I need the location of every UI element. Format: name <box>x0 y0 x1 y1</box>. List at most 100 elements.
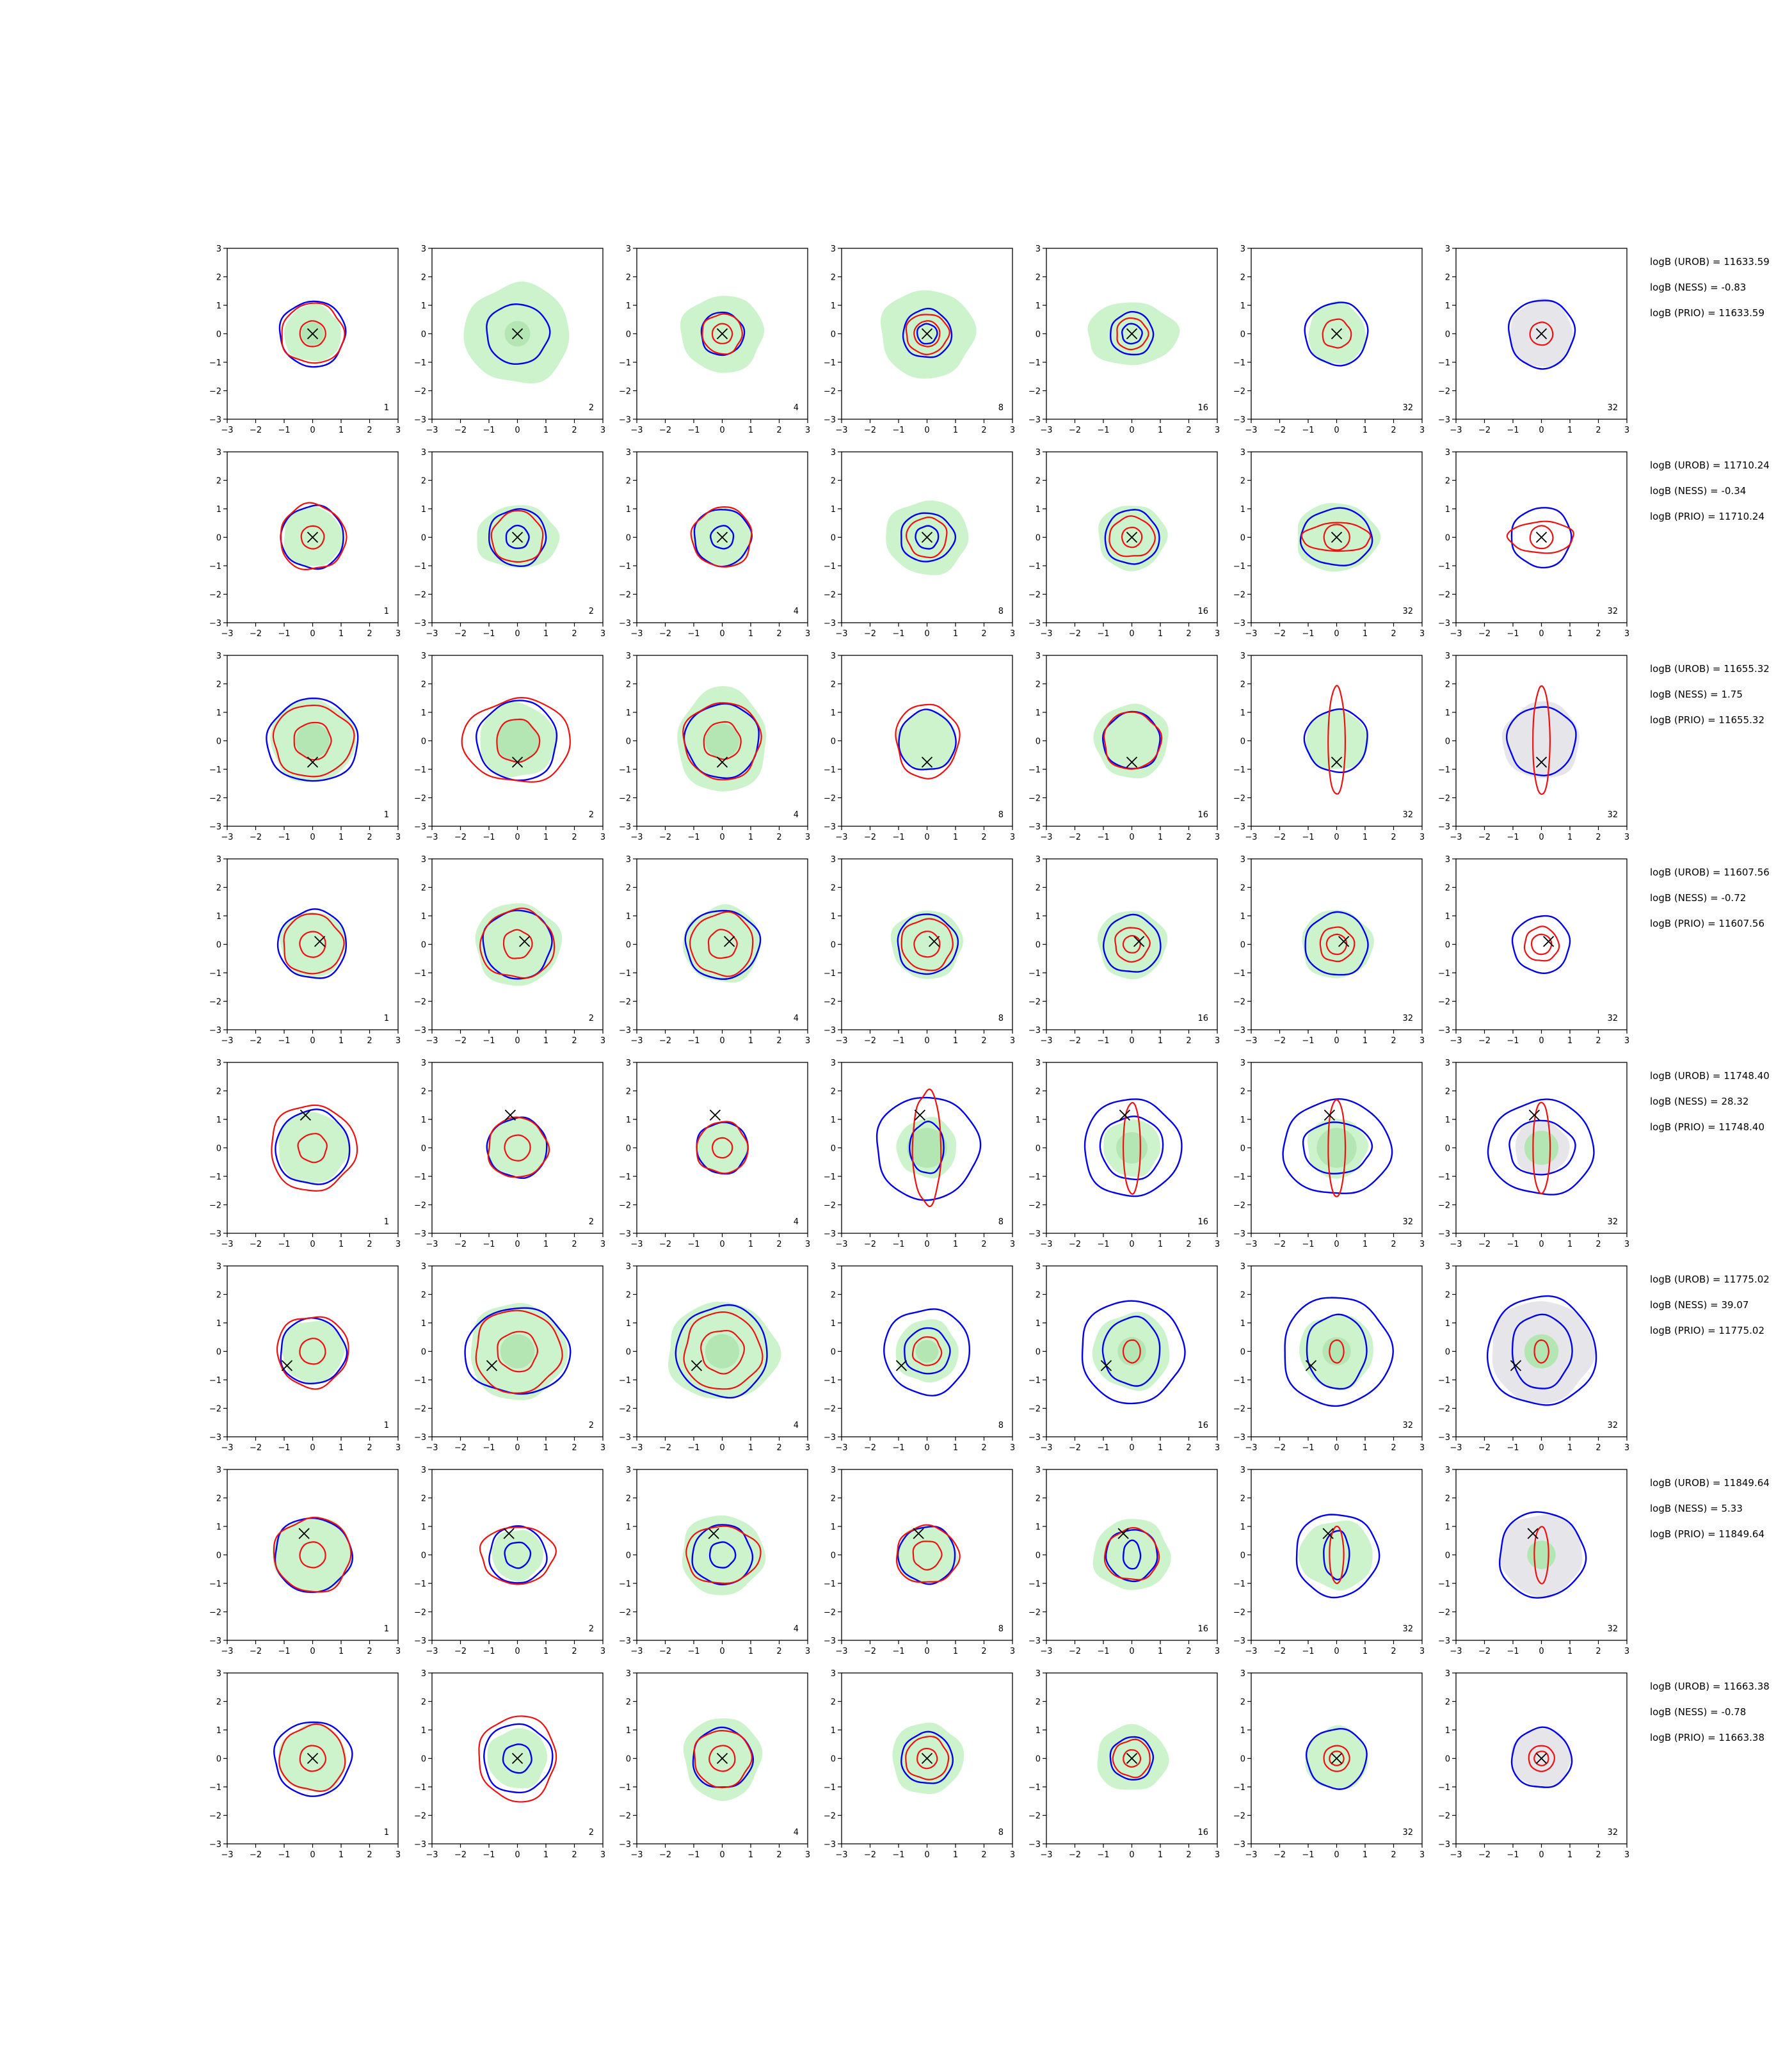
panel-r5-c6: −3−3 −2 −2 −1 −1 0 0 1 1 2 2 3 3 32 <box>1233 1059 1425 1249</box>
density-core <box>1527 1540 1556 1569</box>
marker-x <box>1331 756 1343 768</box>
y-tick-label: 2 <box>626 1087 631 1097</box>
y-tick-label: −3 <box>1028 1229 1041 1239</box>
x-tick-label: −3 <box>835 629 847 639</box>
y-tick-label: 2 <box>421 884 426 893</box>
y-tick-label: −2 <box>619 591 631 600</box>
x-tick-label: −1 <box>483 426 495 435</box>
y-tick-label: 3 <box>421 1669 426 1679</box>
y-tick-label: −1 <box>1233 1580 1245 1589</box>
y-tick-label: 0 <box>1036 1348 1041 1357</box>
red-contour <box>1112 1738 1151 1779</box>
x-tick-label: −3 <box>630 629 643 639</box>
y-tick-label: −2 <box>1028 591 1041 600</box>
red-contour <box>1533 1339 1549 1364</box>
y-tick-label: 0 <box>626 1144 631 1154</box>
y-tick-label: 2 <box>1445 1291 1450 1300</box>
y-tick-label: −3 <box>824 1840 836 1850</box>
x-tick-label: 1 <box>1567 1443 1572 1453</box>
x-tick-label: −1 <box>1302 1036 1314 1046</box>
y-tick-label: 2 <box>1445 680 1450 690</box>
x-tick-label: −2 <box>454 426 467 435</box>
y-tick-label: 2 <box>421 1291 426 1300</box>
y-tick-label: −3 <box>414 1229 426 1239</box>
y-tick-label: 0 <box>831 1551 836 1561</box>
marker-x <box>518 936 531 947</box>
density-core <box>1316 1128 1357 1168</box>
logb-ness: logB (NESS) = 1.75 <box>1650 689 1743 700</box>
logb-ness: logB (NESS) = -0.78 <box>1650 1706 1746 1718</box>
y-tick-label: 0 <box>421 534 426 543</box>
x-tick-label: −1 <box>278 1443 290 1453</box>
x-tick-label: 0 <box>1539 833 1544 842</box>
y-tick-label: −2 <box>824 1201 836 1211</box>
stats-row-4: logB (UROB) = 11607.56 logB (NESS) = -0.7… <box>1650 867 1770 929</box>
y-tick-label: 3 <box>216 1466 221 1475</box>
stats-row-7: logB (UROB) = 11849.64 logB (NESS) = 5.33… <box>1650 1477 1770 1540</box>
x-tick-label: 3 <box>1010 426 1015 435</box>
x-tick-label: −3 <box>835 1443 847 1453</box>
logb-prio: logB (PRIO) = 11710.24 <box>1650 511 1764 522</box>
panel-count-label: 32 <box>1402 607 1413 616</box>
density-fill <box>278 1722 347 1792</box>
blue-contour <box>1101 1315 1161 1387</box>
y-tick-label: 2 <box>1036 1087 1041 1097</box>
panel-r5-c7: −3−3 −2 −2 −1 −1 0 0 1 1 2 2 3 3 32 <box>1438 1059 1629 1249</box>
red-contour <box>1103 1526 1160 1581</box>
panel-count-label: 4 <box>794 403 799 413</box>
panel-count-label: 2 <box>589 1014 594 1023</box>
x-tick-label: 1 <box>1567 629 1572 639</box>
x-tick-label: 1 <box>543 1443 548 1453</box>
x-tick-label: 1 <box>748 1443 753 1453</box>
x-tick-label: 1 <box>1363 833 1368 842</box>
y-tick-label: 0 <box>216 1551 221 1561</box>
x-tick-label: 3 <box>805 1647 810 1656</box>
y-tick-label: −1 <box>619 1783 631 1793</box>
x-tick-label: 2 <box>572 629 577 639</box>
x-tick-label: −2 <box>1069 629 1081 639</box>
red-contour <box>281 302 346 364</box>
y-tick-label: 2 <box>421 1087 426 1097</box>
y-tick-label: 0 <box>626 737 631 747</box>
marker-x <box>709 1109 721 1121</box>
marker-x <box>1331 1752 1343 1764</box>
stats-row-8: logB (UROB) = 11663.38 logB (NESS) = -0.7… <box>1650 1681 1770 1743</box>
blue-contour <box>1122 1539 1142 1570</box>
y-tick-label: −2 <box>824 998 836 1007</box>
y-tick-label: −1 <box>209 765 221 775</box>
density-core <box>496 719 539 762</box>
x-tick-label: −3 <box>426 1036 438 1046</box>
y-tick-label: −2 <box>209 794 221 804</box>
x-tick-label: 3 <box>805 426 810 435</box>
x-tick-label: 3 <box>1215 1850 1220 1860</box>
panel-r7-c3: −3−3 −2 −2 −1 −1 0 0 1 1 2 2 3 3 4 <box>619 1466 810 1656</box>
y-tick-label: −2 <box>1233 998 1245 1007</box>
density-fill <box>1306 708 1369 770</box>
red-contour <box>683 1311 764 1390</box>
y-tick-label: 2 <box>626 1698 631 1708</box>
x-tick-label: 1 <box>339 1647 344 1656</box>
red-contour <box>703 721 742 760</box>
y-tick-label: 3 <box>626 1466 631 1475</box>
y-tick-label: 3 <box>216 244 221 254</box>
y-tick-label: −1 <box>1028 1580 1041 1589</box>
y-tick-label: 3 <box>1445 855 1450 865</box>
logb-urob: logB (UROB) = 11633.59 <box>1650 256 1770 268</box>
y-tick-label: 0 <box>831 1755 836 1764</box>
red-contour <box>1329 1525 1345 1585</box>
red-contour <box>912 1540 943 1571</box>
x-tick-label: 0 <box>515 426 520 435</box>
red-contour <box>271 1104 358 1192</box>
x-tick-label: 3 <box>1624 1240 1629 1249</box>
red-contour <box>479 1526 557 1585</box>
y-tick-label: −2 <box>619 794 631 804</box>
x-tick-label: −2 <box>454 1647 467 1656</box>
x-tick-label: −1 <box>1507 1647 1519 1656</box>
y-tick-label: 1 <box>1445 1523 1450 1532</box>
y-tick-label: 3 <box>421 244 426 254</box>
blue-contour <box>1110 310 1155 356</box>
blue-contour <box>502 1743 532 1774</box>
x-tick-label: −1 <box>1507 1443 1519 1453</box>
y-tick-label: −1 <box>414 1172 426 1182</box>
x-tick-label: 1 <box>339 426 344 435</box>
